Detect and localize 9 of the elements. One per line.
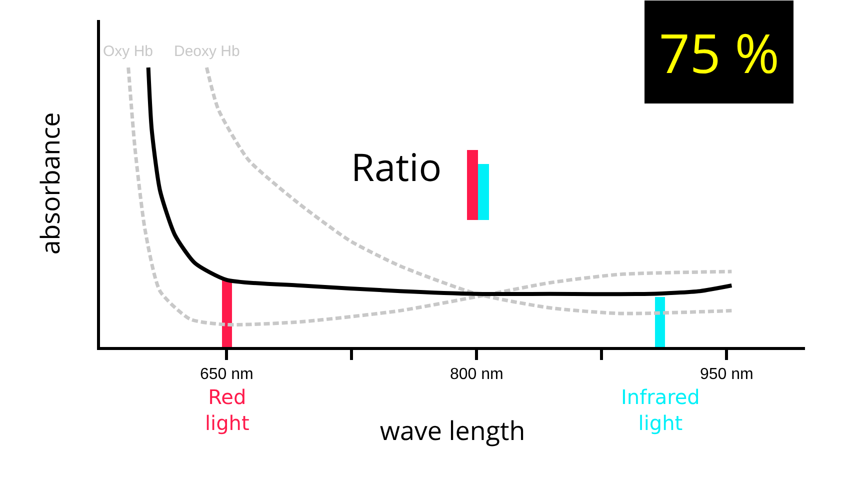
annotation: 75 % bbox=[659, 15, 780, 89]
annotation: Red light bbox=[205, 385, 250, 435]
x-tick-label: 800 nm bbox=[450, 366, 504, 384]
y-axis-title: absorbance bbox=[31, 112, 68, 255]
annotation: Infrared light bbox=[621, 385, 700, 435]
x-tick-label: 950 nm bbox=[700, 366, 754, 384]
x-tick-label: 650 nm bbox=[200, 366, 254, 384]
annotation: Ratio bbox=[351, 141, 442, 193]
x-axis-title: wave length bbox=[380, 412, 526, 448]
